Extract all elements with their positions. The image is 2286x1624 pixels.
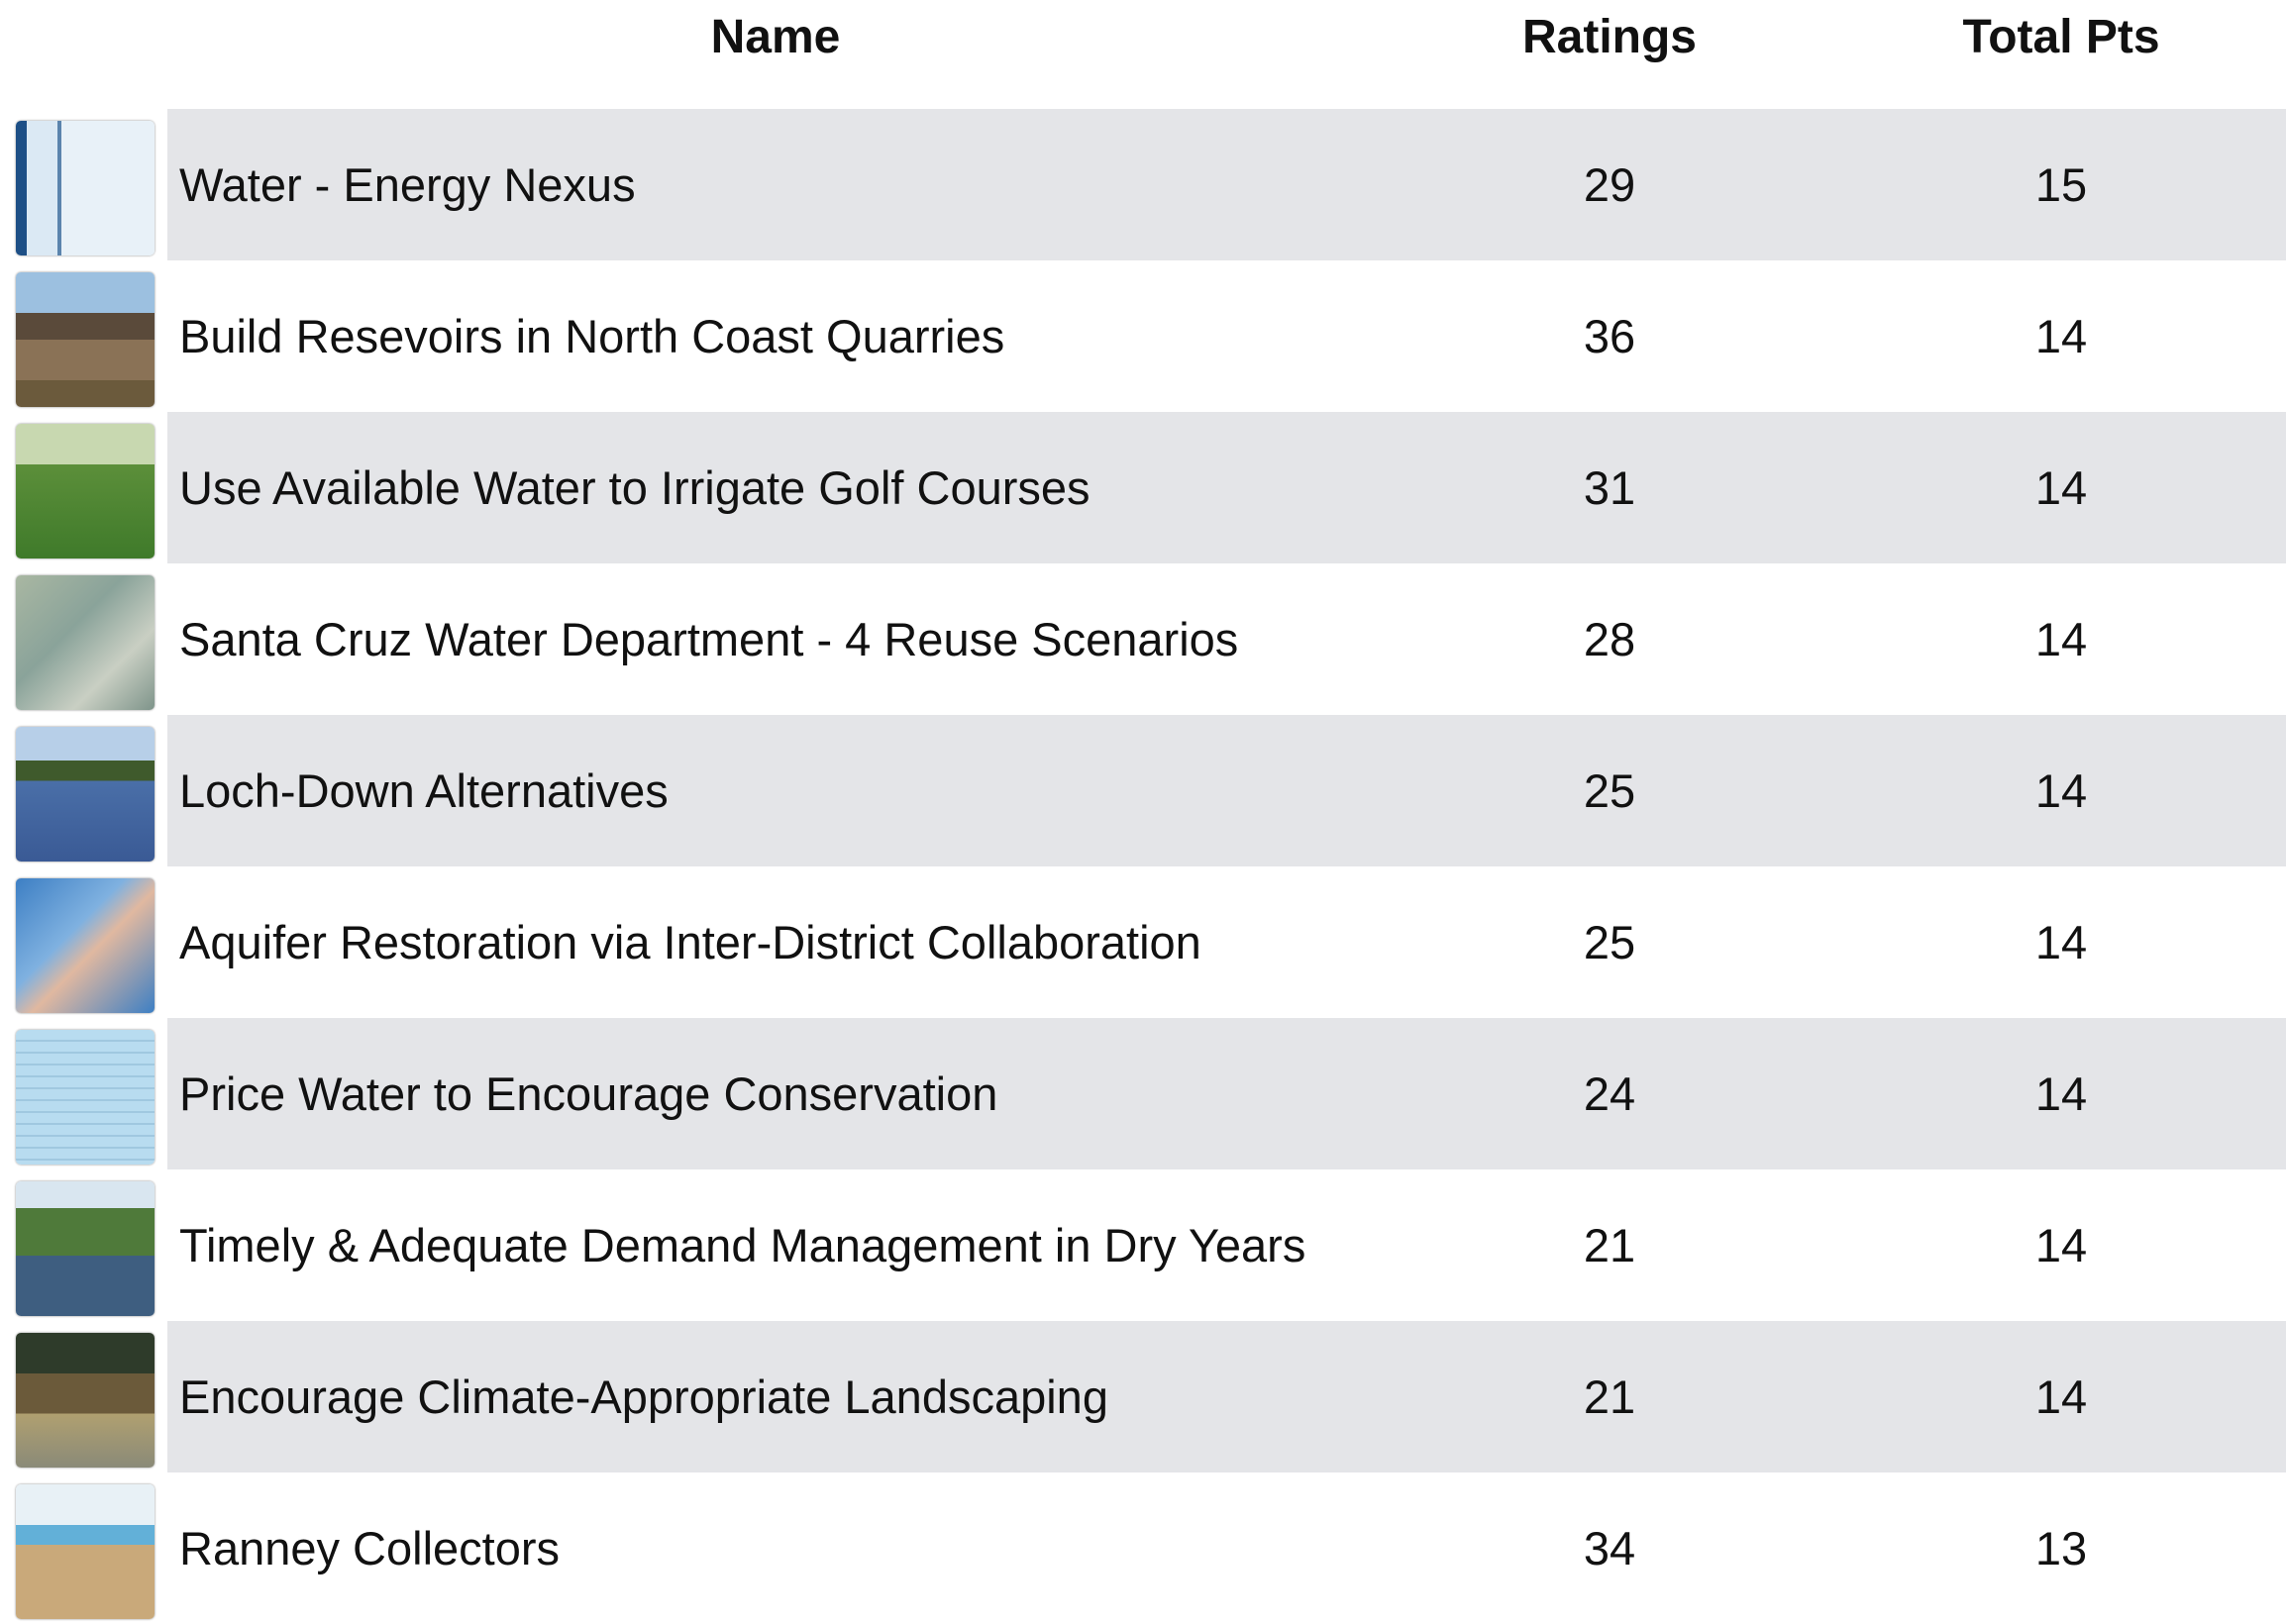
item-name: Ranney Collectors: [179, 1472, 1368, 1624]
thumbnail: [16, 1484, 155, 1619]
row-background: [167, 109, 2286, 260]
ratings: 24: [1583, 1067, 1636, 1120]
total-pts: 13: [2034, 1522, 2088, 1574]
thumbnail: [16, 1333, 155, 1468]
table-row[interactable]: Santa Cruz Water Department - 4 Reuse Sc…: [0, 563, 2286, 715]
item-name-text[interactable]: Water - Energy Nexus: [179, 157, 636, 211]
thumbnail: [16, 121, 155, 255]
ratings: 36: [1583, 310, 1636, 362]
thumbnail: [16, 878, 155, 1013]
item-name-text[interactable]: Loch-Down Alternatives: [179, 763, 669, 817]
thumbnail: [16, 1030, 155, 1165]
item-name: Build Resevoirs in North Coast Quarries: [179, 260, 1368, 412]
item-name: Santa Cruz Water Department - 4 Reuse Sc…: [179, 563, 1368, 715]
item-name-text[interactable]: Ranney Collectors: [179, 1521, 561, 1574]
item-name: Aquifer Restoration via Inter-District C…: [179, 866, 1368, 1018]
column-header: Ratings: [1521, 11, 1697, 63]
table-row[interactable]: Loch-Down Alternatives 25 14: [0, 715, 2286, 866]
ratings: 34: [1583, 1522, 1636, 1574]
thumbnail: [16, 727, 155, 862]
total-pts: 14: [2034, 1370, 2088, 1423]
row-background: [167, 1018, 2286, 1169]
thumbnail: [16, 1181, 155, 1316]
total-pts: 14: [2034, 613, 2088, 665]
ratings: 21: [1583, 1219, 1636, 1271]
table-row[interactable]: Encourage Climate-Appropriate Landscapin…: [0, 1321, 2286, 1472]
ratings: 21: [1583, 1370, 1636, 1423]
table-row[interactable]: Price Water to Encourage Conservation 24 1…: [0, 1018, 2286, 1169]
table-row[interactable]: Aquifer Restoration via Inter-District C…: [0, 866, 2286, 1018]
row-background: [167, 1321, 2286, 1472]
item-name: Price Water to Encourage Conservation: [179, 1018, 1368, 1169]
thumbnail: [16, 272, 155, 407]
table-row[interactable]: Water - Energy Nexus 29 15: [0, 109, 2286, 260]
thumbnail: [16, 575, 155, 710]
item-name-text[interactable]: Encourage Climate-Appropriate Landscapin…: [179, 1370, 1108, 1423]
table-row[interactable]: Build Resevoirs in North Coast Quarries 3…: [0, 260, 2286, 412]
total-pts: 14: [2034, 764, 2088, 817]
item-name-text[interactable]: Santa Cruz Water Department - 4 Reuse Sc…: [179, 612, 1239, 665]
item-name: Timely & Adequate Demand Management in D…: [179, 1169, 1368, 1321]
total-pts: 14: [2034, 461, 2088, 514]
table-row[interactable]: Ranney Collectors 34 13: [0, 1472, 2286, 1624]
ratings: 25: [1583, 916, 1636, 968]
item-name-text[interactable]: Price Water to Encourage Conservation: [179, 1066, 998, 1120]
column-header: Total Pts: [1962, 11, 2160, 63]
table-row[interactable]: Timely & Adequate Demand Management in D…: [0, 1169, 2286, 1321]
item-name: Loch-Down Alternatives: [179, 715, 1368, 866]
item-name-text[interactable]: Build Resevoirs in North Coast Quarries: [179, 309, 1005, 362]
total-pts: 14: [2034, 916, 2088, 968]
ratings: 28: [1583, 613, 1636, 665]
column-header: Name: [710, 11, 841, 63]
thumbnail: [16, 424, 155, 558]
table-row[interactable]: Use Available Water to Irrigate Golf Cou…: [0, 412, 2286, 563]
item-name: Use Available Water to Irrigate Golf Cou…: [179, 412, 1368, 563]
item-name-text[interactable]: Use Available Water to Irrigate Golf Cou…: [179, 460, 1091, 514]
total-pts: 14: [2034, 1219, 2088, 1271]
item-name-text[interactable]: Timely & Adequate Demand Management in D…: [179, 1218, 1306, 1271]
ratings: 25: [1583, 764, 1636, 817]
total-pts: 14: [2034, 310, 2088, 362]
ratings: 29: [1583, 158, 1636, 211]
ratings: 31: [1583, 461, 1636, 514]
row-background: [167, 715, 2286, 866]
total-pts: 15: [2034, 158, 2088, 211]
row-background: [167, 412, 2286, 563]
item-name-text[interactable]: Aquifer Restoration via Inter-District C…: [179, 915, 1201, 968]
total-pts: 14: [2034, 1067, 2088, 1120]
item-name: Encourage Climate-Appropriate Landscapin…: [179, 1321, 1368, 1472]
item-name: Water - Energy Nexus: [179, 109, 1368, 260]
